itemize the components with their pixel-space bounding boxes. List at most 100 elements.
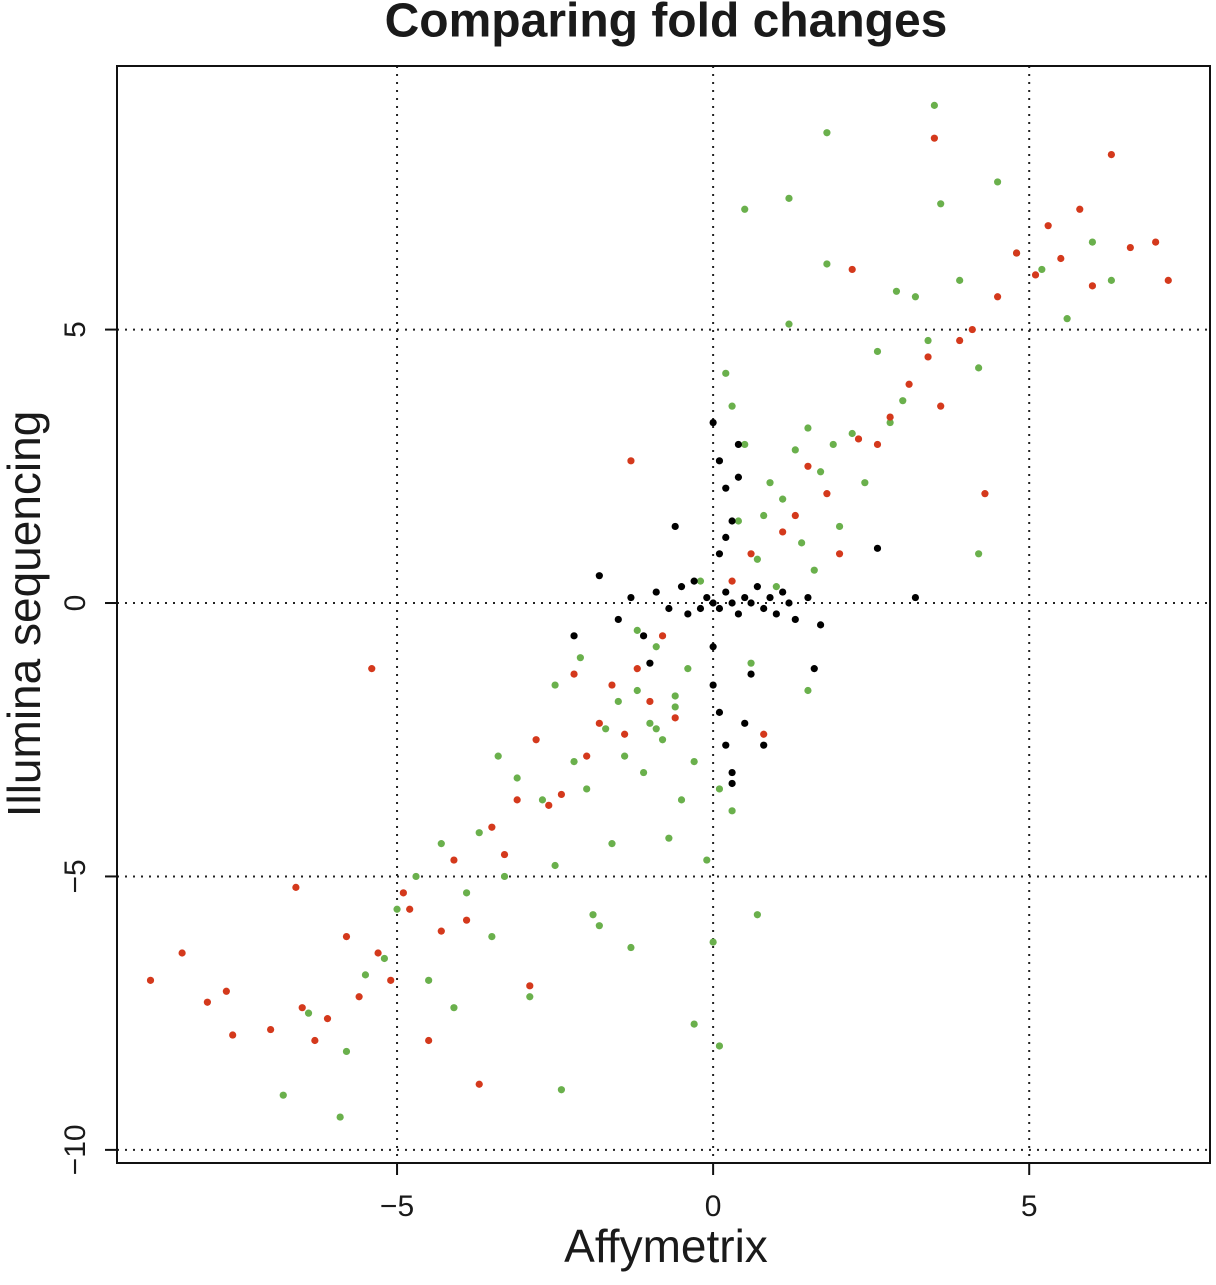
point xyxy=(627,593,635,602)
point xyxy=(1057,254,1065,263)
y-tick-label: −10 xyxy=(59,1124,92,1175)
point xyxy=(425,1036,433,1045)
point xyxy=(779,495,787,503)
point xyxy=(722,533,730,541)
point xyxy=(1038,265,1046,274)
point xyxy=(652,643,660,651)
point xyxy=(1063,315,1071,323)
point xyxy=(671,703,679,711)
point xyxy=(760,730,768,738)
point xyxy=(279,1091,287,1099)
point xyxy=(304,1009,313,1017)
point xyxy=(342,933,351,941)
point xyxy=(854,435,863,443)
point xyxy=(722,588,730,596)
point xyxy=(734,517,743,525)
point xyxy=(905,380,913,388)
point xyxy=(576,654,584,662)
point xyxy=(608,840,616,848)
point xyxy=(500,872,509,881)
point xyxy=(722,484,730,492)
point xyxy=(1152,238,1160,246)
point xyxy=(741,593,749,602)
point xyxy=(709,643,717,651)
point xyxy=(696,604,705,613)
point xyxy=(728,577,736,585)
point xyxy=(798,539,806,547)
point xyxy=(374,949,382,957)
point xyxy=(203,998,211,1006)
point xyxy=(652,725,660,733)
point xyxy=(873,440,882,449)
point xyxy=(804,593,812,602)
point xyxy=(437,840,445,848)
point xyxy=(406,905,414,913)
point xyxy=(734,473,743,481)
point xyxy=(791,446,799,454)
point xyxy=(703,593,711,602)
point xyxy=(342,1047,351,1056)
point xyxy=(292,883,300,891)
point xyxy=(633,665,641,673)
point xyxy=(437,927,445,935)
point xyxy=(747,670,755,678)
point xyxy=(355,993,363,1001)
point xyxy=(690,758,698,766)
point xyxy=(1126,243,1134,252)
point xyxy=(589,911,597,919)
point xyxy=(614,615,622,624)
x-tick-label: 5 xyxy=(1021,1190,1038,1223)
point xyxy=(747,550,755,558)
point xyxy=(633,626,641,634)
point xyxy=(570,758,578,766)
point xyxy=(696,577,705,585)
point xyxy=(937,200,945,208)
point xyxy=(551,861,559,870)
point xyxy=(993,178,1002,186)
point xyxy=(1031,271,1040,279)
point xyxy=(557,1086,566,1094)
point xyxy=(848,429,856,438)
point xyxy=(728,599,736,607)
point xyxy=(583,785,591,793)
point xyxy=(747,599,755,607)
x-tick-label: −5 xyxy=(380,1190,414,1223)
point xyxy=(462,889,471,897)
point xyxy=(715,604,724,613)
point xyxy=(772,583,780,591)
chart-title: Comparing fold changes xyxy=(385,0,948,48)
point xyxy=(639,768,648,777)
point xyxy=(785,599,793,607)
point xyxy=(595,572,603,580)
point xyxy=(570,632,578,640)
point xyxy=(146,976,155,984)
point xyxy=(513,774,521,782)
point xyxy=(614,697,622,706)
point xyxy=(728,779,736,788)
point xyxy=(462,916,471,924)
point xyxy=(741,719,749,727)
point xyxy=(658,736,667,744)
point xyxy=(450,856,458,864)
point xyxy=(393,905,401,913)
point xyxy=(684,610,692,618)
point xyxy=(671,522,679,531)
point xyxy=(804,462,812,470)
point xyxy=(760,604,768,613)
point xyxy=(804,686,812,695)
point xyxy=(450,1004,458,1012)
point xyxy=(298,1004,306,1012)
point xyxy=(785,320,793,328)
point xyxy=(956,276,964,284)
point xyxy=(760,511,768,520)
point xyxy=(734,440,743,449)
point xyxy=(873,347,882,356)
point xyxy=(627,943,635,952)
point xyxy=(709,599,717,607)
point xyxy=(779,528,787,536)
point xyxy=(399,889,407,897)
point xyxy=(311,1036,319,1045)
point xyxy=(804,424,812,432)
point xyxy=(1088,238,1097,246)
point xyxy=(488,823,496,831)
